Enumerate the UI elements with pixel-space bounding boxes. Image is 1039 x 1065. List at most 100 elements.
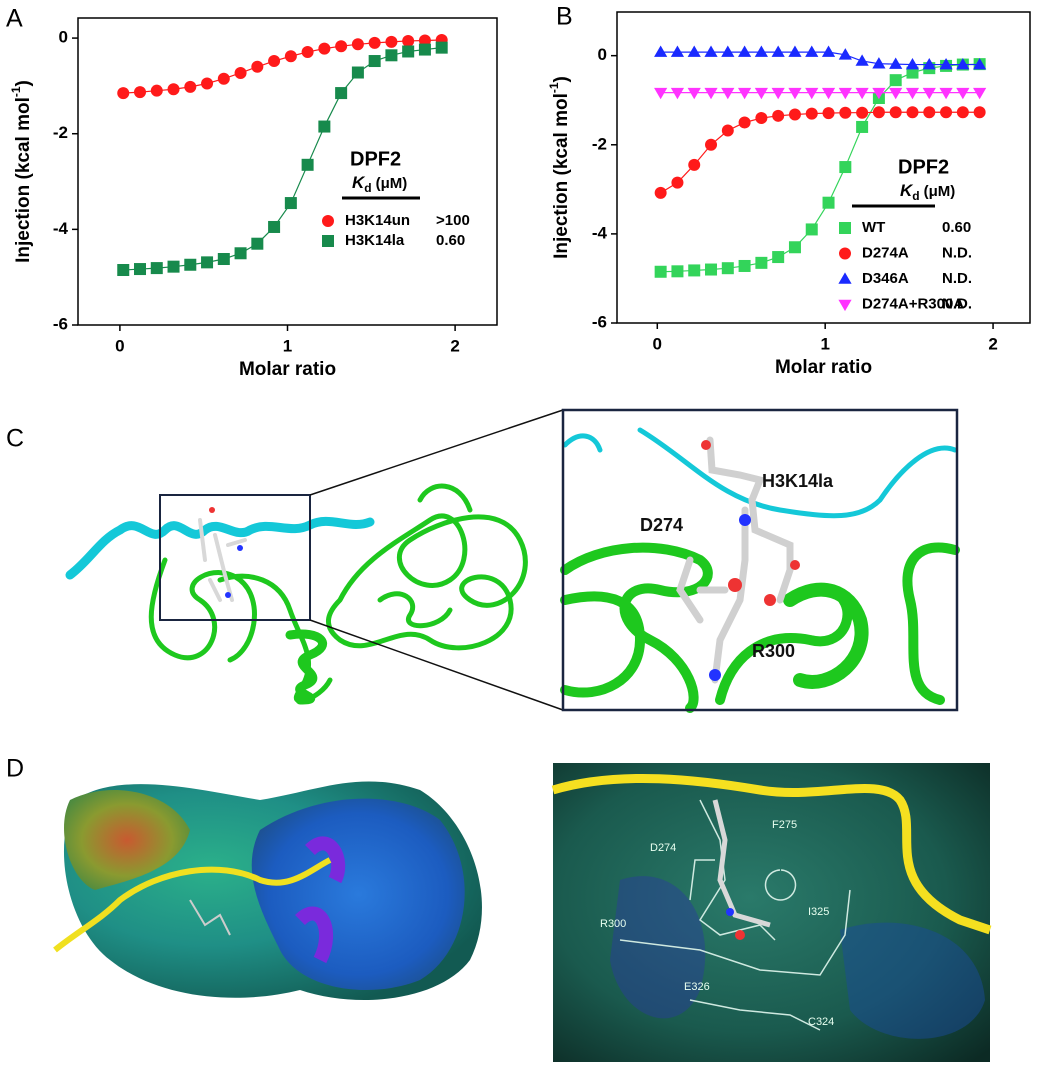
marker	[167, 83, 180, 96]
marker	[671, 265, 684, 278]
marker	[654, 265, 667, 278]
marker	[284, 197, 297, 210]
x-tick-label: 2	[450, 336, 459, 355]
inset-frame	[561, 408, 959, 712]
marker	[670, 45, 685, 57]
marker	[234, 247, 247, 260]
y-tick-label: -2	[53, 123, 68, 142]
plot-frame	[616, 11, 1031, 324]
legend-label: D346A	[862, 270, 909, 287]
x-tick-label: 2	[988, 334, 997, 353]
marker	[402, 34, 415, 47]
marker	[772, 109, 785, 122]
marker	[939, 87, 953, 100]
x-axis-label: Molar ratio	[239, 359, 336, 380]
y-tick-label: -4	[592, 223, 608, 242]
marker	[939, 57, 953, 70]
marker	[705, 263, 718, 276]
marker	[251, 60, 264, 73]
marker	[688, 158, 701, 171]
marker	[754, 45, 768, 57]
legend-kd: N.D.	[942, 244, 972, 261]
marker	[805, 107, 818, 120]
marker	[805, 45, 819, 57]
zoom-line	[309, 619, 564, 711]
marker	[805, 87, 819, 100]
zoom-box	[159, 494, 311, 621]
surface-view	[53, 781, 482, 1000]
marker	[167, 260, 180, 273]
marker	[654, 87, 668, 100]
residue-label: D274	[650, 842, 676, 854]
marker	[368, 36, 381, 49]
legend-label: H3K14un	[345, 212, 410, 229]
marker	[688, 264, 701, 277]
legend-kd: N.D.	[942, 295, 972, 312]
legend-marker	[838, 299, 852, 312]
marker	[973, 106, 986, 119]
marker	[117, 87, 130, 100]
marker	[335, 40, 348, 53]
marker	[821, 45, 836, 57]
marker	[670, 87, 685, 100]
marker	[973, 57, 987, 70]
marker	[654, 45, 668, 57]
marker	[872, 87, 886, 100]
residue-label: R300	[600, 918, 626, 930]
marker	[856, 106, 869, 119]
marker	[418, 43, 431, 56]
marker	[704, 87, 718, 100]
residue-label: I325	[808, 906, 829, 918]
legend-marker	[322, 215, 334, 227]
marker	[822, 196, 835, 209]
marker	[956, 57, 970, 70]
y-tick-label: -2	[592, 134, 607, 153]
y-axis-label-sup: -1	[9, 86, 23, 97]
legend-title: DPF2	[898, 156, 949, 178]
legend-marker	[838, 272, 852, 284]
residue-label: H3K14la	[762, 471, 834, 491]
marker	[134, 263, 147, 276]
marker	[351, 66, 364, 79]
y-tick-label: 0	[59, 28, 68, 47]
panel-label: A	[6, 5, 23, 33]
marker	[687, 45, 701, 57]
marker	[737, 87, 752, 100]
legend-marker	[839, 222, 851, 234]
marker	[268, 55, 281, 68]
x-tick-label: 0	[115, 336, 124, 355]
legend-kd: >100	[436, 212, 470, 229]
marker	[201, 77, 214, 90]
marker	[351, 38, 364, 51]
marker	[201, 256, 214, 269]
marker	[705, 138, 718, 151]
marker	[956, 106, 969, 119]
marker	[687, 87, 701, 100]
marker	[855, 54, 869, 66]
y-axis-label-end: )	[551, 76, 572, 82]
marker	[268, 220, 281, 233]
marker	[150, 84, 163, 97]
x-tick-label: 0	[653, 334, 662, 353]
y-tick-label: 0	[598, 45, 607, 64]
marker	[754, 87, 768, 100]
marker	[318, 120, 331, 133]
kd-symbol: K	[900, 181, 914, 200]
y-axis-label-text: Injection (kcal mol	[551, 93, 572, 259]
marker	[788, 108, 801, 121]
residue-label: F275	[772, 819, 797, 831]
marker	[737, 45, 752, 57]
marker	[234, 66, 247, 79]
marker	[821, 87, 836, 100]
legend-marker	[322, 235, 334, 247]
panel-label: C	[6, 425, 24, 453]
y-tick-label: -6	[53, 314, 68, 333]
marker	[905, 57, 920, 70]
marker	[788, 87, 802, 100]
kd-unit: (μM)	[376, 175, 408, 192]
marker	[923, 106, 936, 119]
marker	[721, 87, 735, 100]
residue-label: R300	[752, 641, 795, 661]
y-axis-label-end: )	[13, 80, 34, 86]
marker	[335, 87, 348, 100]
